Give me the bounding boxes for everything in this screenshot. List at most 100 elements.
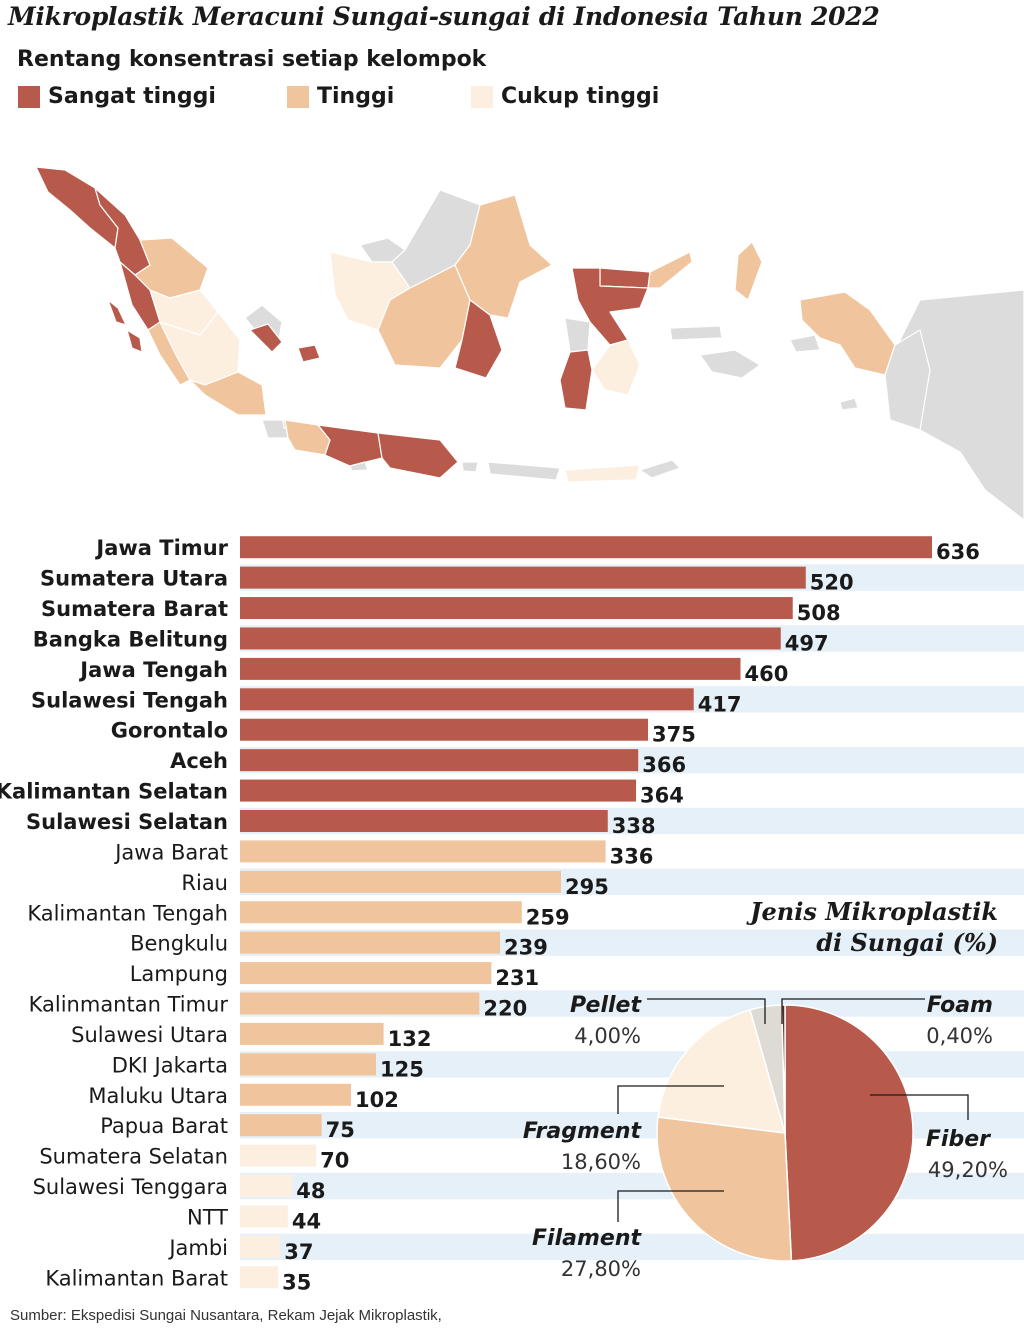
value-label: 497: [785, 631, 829, 655]
value-label: 295: [565, 875, 609, 899]
value-label: 231: [495, 966, 539, 990]
bar-riau: [240, 870, 561, 893]
leader-line-pellet: [647, 998, 766, 1024]
category-label: Sumatera Utara: [40, 567, 228, 591]
leader-line-fiber: [870, 1094, 969, 1120]
bar-aceh: [240, 749, 639, 772]
pie-slice-fragment: [657, 1008, 787, 1134]
map-region-sulawesi-tengah: [571, 267, 649, 346]
map-region-jawa-timur: [377, 432, 459, 479]
pie-value-foam: 0,40%: [926, 1024, 993, 1048]
legend-item-sangat-tinggi: Sangat tinggi: [18, 84, 216, 109]
category-label: Lampung: [130, 962, 228, 986]
category-label: Jawa Barat: [113, 840, 228, 864]
legend-item-tinggi: Tinggi: [287, 84, 394, 109]
pie-value-pellet: 4,00%: [574, 1024, 641, 1048]
pie-title: di Sungai (%): [816, 928, 998, 957]
value-label: 338: [612, 814, 656, 838]
pie-label-fiber: Fiber: [926, 1127, 991, 1152]
category-label: Sumatera Barat: [41, 597, 228, 621]
map-region-sulawesi-selatan: [559, 349, 593, 411]
value-label: 132: [388, 1027, 432, 1051]
map-region-bali: [461, 461, 479, 473]
map-region-mentawai: [107, 299, 143, 353]
value-label: 366: [642, 753, 686, 777]
leader-line-fragment: [617, 1085, 724, 1114]
category-label: NTT: [187, 1205, 228, 1229]
category-label: Sulawesi Selatan: [26, 810, 228, 834]
bar-sumatera-utara: [240, 566, 806, 589]
map-region-jawa-tengah: [317, 424, 383, 467]
map-region-maluku: [669, 325, 859, 411]
legend-item-cukup-tinggi: Cukup tinggi: [471, 84, 659, 109]
value-label: 37: [284, 1240, 313, 1264]
indonesia-map: [35, 166, 1024, 521]
map-region-philippines: [699, 349, 761, 379]
category-label: Maluku Utara: [88, 1084, 228, 1108]
bar-jambi: [240, 1235, 281, 1258]
value-label: 44: [292, 1209, 321, 1233]
map-region-ntb: [487, 461, 561, 481]
value-label: 220: [483, 997, 527, 1021]
bar-papua-barat: [240, 1114, 322, 1137]
bar-jawa-tengah: [240, 657, 741, 680]
bar-kalimantan-tengah: [240, 901, 522, 924]
category-label: Sumatera Selatan: [39, 1145, 228, 1169]
pie-label-fragment: Fragment: [523, 1119, 643, 1144]
category-label: Sulawesi Tengah: [31, 688, 228, 712]
value-label: 520: [810, 571, 854, 595]
bar-jawa-timur: [240, 536, 932, 559]
pie-label-filament: Filament: [532, 1226, 642, 1251]
category-label: Jawa Tengah: [78, 658, 228, 682]
map-region-kalimantan-timur: [454, 194, 553, 319]
bar-sumatera-barat: [240, 597, 793, 620]
value-label: 508: [797, 601, 841, 625]
map-region-lampung: [189, 371, 267, 416]
legend: Sangat tinggi Tinggi Cukup tinggi: [0, 84, 1024, 114]
value-label: 102: [355, 1088, 399, 1112]
value-label: 375: [652, 723, 696, 747]
pie-label-foam: Foam: [927, 993, 993, 1018]
legend-swatch-cukup-tinggi: [471, 85, 493, 108]
category-label: Aceh: [170, 749, 228, 773]
pie-title: Jenis Mikroplastik: [746, 897, 998, 926]
map-region-papua: [884, 329, 931, 431]
category-label: Kalimantan Barat: [45, 1266, 228, 1290]
bar-dki-jakarta: [240, 1053, 377, 1076]
bar-gorontalo: [240, 718, 649, 741]
bar-sulawesi-tenggara: [240, 1175, 293, 1198]
value-label: 417: [698, 692, 742, 716]
bar-kalimantan-selatan: [240, 779, 637, 802]
legend-label-sangat-tinggi: Sangat tinggi: [48, 84, 216, 109]
category-label: Gorontalo: [111, 719, 228, 743]
map-region-bangka-belitung: [249, 323, 321, 363]
map-region-sulawesi-utara: [647, 251, 693, 289]
bar-ntt: [240, 1205, 288, 1228]
legend-title: Rentang konsentrasi setiap kelompok: [17, 47, 487, 72]
value-label: 70: [320, 1149, 349, 1173]
value-label: 636: [936, 540, 980, 564]
map-region-di-yogyakarta: [349, 461, 369, 472]
bar-bangka-belitung: [240, 627, 781, 650]
bar-jawa-barat: [240, 840, 606, 863]
row-stripe: [240, 1172, 1024, 1200]
value-label: 35: [282, 1270, 311, 1294]
value-label: 259: [526, 905, 570, 929]
pie-slice-filament: [656, 1116, 793, 1262]
bar-sulawesi-utara: [240, 1022, 384, 1045]
category-label: Jambi: [167, 1236, 228, 1260]
value-label: 48: [296, 1179, 325, 1203]
category-label: Papua Barat: [100, 1114, 228, 1138]
category-label: Bangka Belitung: [33, 627, 228, 651]
legend-swatch-sangat-tinggi: [18, 85, 40, 108]
legend-label-tinggi: Tinggi: [317, 84, 395, 109]
map-region-maluku-utara: [734, 241, 763, 301]
leader-line-filament: [617, 1190, 724, 1222]
map-region-gorontalo: [599, 267, 651, 289]
category-label: Riau: [181, 871, 228, 895]
map-region-timor-leste: [639, 459, 681, 479]
legend-swatch-tinggi: [287, 85, 309, 108]
category-label: DKI Jakarta: [112, 1053, 228, 1077]
